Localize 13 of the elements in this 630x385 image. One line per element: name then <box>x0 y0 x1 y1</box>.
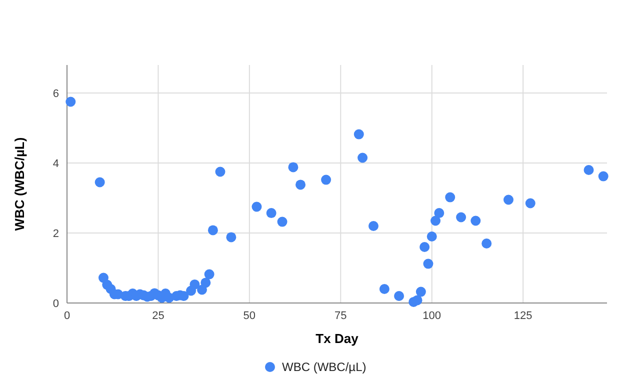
x-tick-label: 50 <box>243 310 256 322</box>
x-axis-title: Tx Day <box>316 331 360 346</box>
x-tick-label: 25 <box>152 310 164 322</box>
y-axis-title: WBC (WBC/µL) <box>12 137 27 231</box>
x-tick-label: 0 <box>64 310 70 322</box>
y-tick-label: 0 <box>52 298 59 310</box>
legend-label: WBC (WBC/µL) <box>282 360 366 374</box>
x-tick-label: 125 <box>514 310 532 322</box>
x-tick-label: 100 <box>422 310 442 322</box>
y-tick-label: 4 <box>52 158 59 170</box>
y-tick-label: 6 <box>52 88 59 100</box>
y-tick-label: 2 <box>52 228 59 240</box>
x-tick-label: 75 <box>334 310 347 322</box>
